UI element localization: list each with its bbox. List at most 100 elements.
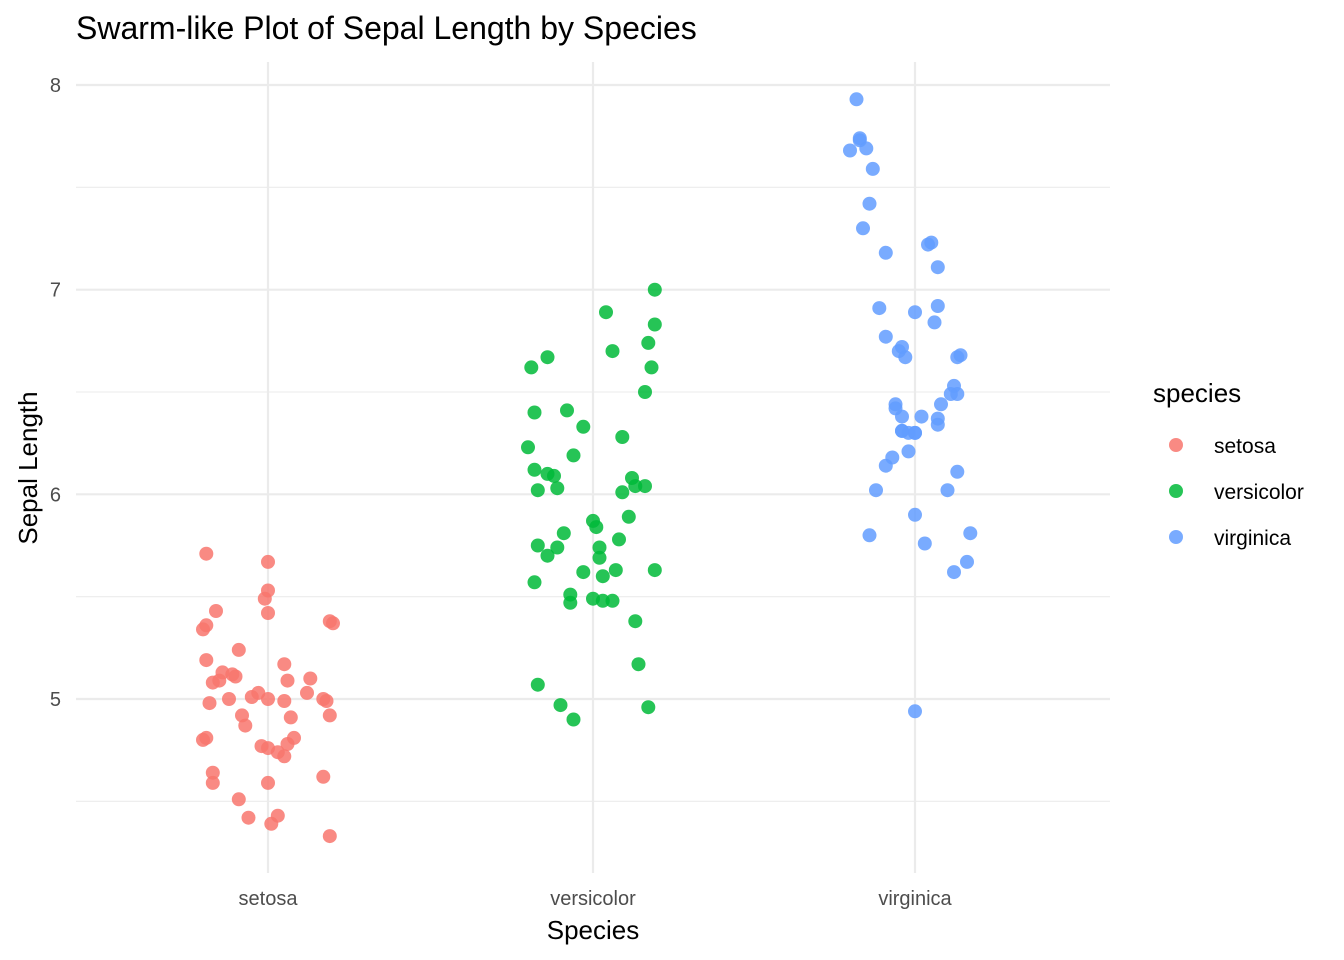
data-point: [960, 554, 974, 569]
data-point: [641, 700, 656, 715]
data-point: [615, 485, 630, 500]
data-point: [605, 593, 620, 608]
data-point: [963, 526, 978, 541]
data-point: [215, 665, 230, 680]
data-point: [908, 425, 922, 440]
series-versicolor: [521, 282, 662, 727]
data-point: [625, 471, 639, 485]
data-point: [209, 604, 223, 618]
data-point: [878, 245, 893, 260]
series-setosa: [196, 546, 340, 844]
data-point: [261, 692, 275, 706]
x-axis-title: Species: [547, 915, 640, 945]
data-point: [316, 769, 331, 784]
data-point: [527, 405, 542, 420]
chart-title: Swarm-like Plot of Sepal Length by Speci…: [76, 10, 697, 46]
legend-items: setosa versicolor virginica: [1169, 435, 1304, 550]
data-point: [849, 92, 864, 107]
data-point: [872, 301, 887, 316]
legend: species setosa versicolor virginica: [1153, 378, 1304, 550]
data-point: [566, 712, 581, 727]
data-point: [196, 732, 210, 747]
data-point: [322, 614, 337, 629]
data-point: [647, 563, 662, 578]
data-point: [287, 730, 301, 745]
data-point: [930, 260, 945, 275]
data-point: [550, 540, 565, 555]
data-point: [527, 462, 542, 477]
data-point: [540, 548, 555, 563]
data-point: [196, 622, 210, 637]
data-point: [222, 692, 236, 706]
data-point: [277, 657, 292, 672]
y-tick-label: 7: [50, 280, 61, 302]
data-point: [556, 526, 571, 541]
data-point: [878, 458, 893, 473]
data-point: [921, 237, 935, 252]
data-point: [205, 775, 220, 790]
data-point: [303, 671, 318, 686]
data-point: [950, 464, 965, 479]
data-point: [521, 440, 535, 455]
data-point: [947, 378, 961, 393]
data-point: [231, 792, 246, 807]
y-tick-label: 5: [50, 689, 61, 711]
data-point: [615, 430, 630, 444]
data-point: [843, 143, 857, 158]
data-point: [235, 708, 249, 723]
data-point: [530, 677, 545, 692]
data-point: [322, 708, 337, 723]
legend-label-virginica: virginica: [1214, 527, 1291, 550]
data-point: [300, 685, 314, 700]
data-point: [527, 575, 542, 590]
data-point: [563, 587, 578, 602]
data-point: [878, 329, 893, 344]
data-point: [917, 536, 932, 551]
data-point: [553, 698, 568, 713]
data-point: [205, 765, 220, 780]
y-tick-label: 6: [50, 484, 61, 506]
data-point: [895, 409, 909, 424]
data-point: [862, 528, 877, 543]
data-point: [947, 565, 961, 580]
data-point: [927, 315, 942, 330]
data-point: [599, 305, 613, 320]
data-point: [277, 694, 292, 708]
data-point: [530, 483, 545, 498]
data-point: [319, 694, 334, 708]
data-point: [283, 710, 298, 725]
data-point: [631, 657, 646, 672]
data-point: [261, 554, 275, 569]
data-point: [869, 483, 883, 498]
data-point: [595, 593, 610, 608]
data-point: [547, 468, 561, 483]
data-point: [641, 335, 656, 350]
data-point: [202, 696, 217, 711]
data-point: [261, 775, 275, 790]
axis-ticks: 5 6 7 8 setosa versicolor virginica: [50, 75, 953, 910]
data-point: [270, 808, 285, 823]
data-point: [589, 520, 604, 535]
data-point: [908, 305, 922, 320]
data-point: [644, 360, 659, 375]
data-point: [647, 317, 662, 332]
data-point: [647, 282, 662, 297]
data-point: [595, 569, 610, 584]
data-point: [865, 161, 880, 176]
data-point: [638, 479, 652, 494]
data-point: [930, 411, 945, 426]
x-tick-label: virginica: [878, 888, 952, 910]
legend-label-setosa: setosa: [1214, 435, 1276, 458]
data-point: [940, 483, 955, 498]
data-point: [908, 704, 922, 719]
data-point: [530, 538, 545, 553]
data-point: [550, 481, 565, 496]
data-point: [856, 221, 870, 236]
data-point: [621, 509, 636, 524]
data-point: [322, 829, 337, 844]
legend-key-virginica: [1169, 530, 1183, 544]
data-point: [934, 397, 948, 412]
data-points: [196, 92, 978, 844]
